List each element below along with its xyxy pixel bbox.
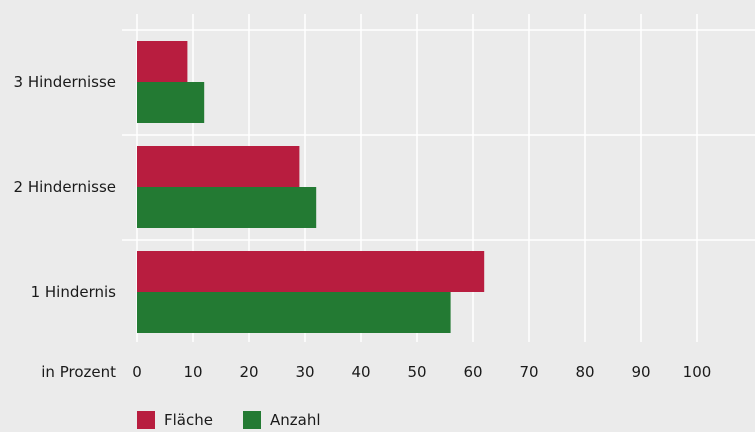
x-tick-label: 60	[463, 363, 482, 381]
x-tick-label: 30	[295, 363, 314, 381]
x-tick-label: 100	[683, 363, 712, 381]
legend-item-flaeche: Fläche	[137, 410, 213, 430]
grid-lines	[122, 14, 755, 342]
x-tick-labels: 0 10 20 30 40 50 60 70 80 90 100	[132, 363, 711, 381]
bars	[137, 41, 485, 333]
x-tick-label: 80	[575, 363, 594, 381]
x-tick-label: 70	[519, 363, 538, 381]
x-tick-label: 50	[407, 363, 426, 381]
category-labels: 3 Hindernisse 2 Hindernisse 1 Hindernis	[14, 73, 117, 301]
x-tick-label: 10	[183, 363, 202, 381]
x-tick-label: 20	[239, 363, 258, 381]
category-label: 2 Hindernisse	[14, 178, 116, 196]
bar-flaeche	[137, 41, 188, 82]
legend-label-flaeche: Fläche	[164, 411, 213, 429]
x-tick-label: 0	[132, 363, 142, 381]
legend-swatch-anzahl	[242, 411, 261, 429]
bar-flaeche	[137, 146, 300, 187]
bar-anzahl	[137, 292, 451, 333]
category-label: 1 Hindernis	[31, 283, 117, 301]
legend-item-anzahl: Anzahl	[242, 410, 321, 430]
legend-label-anzahl: Anzahl	[269, 411, 321, 429]
bar-anzahl	[137, 82, 205, 123]
legend-swatch-flaeche	[137, 411, 155, 429]
bar-anzahl	[137, 187, 317, 228]
category-label: 3 Hindernisse	[14, 73, 116, 91]
bar-flaeche	[137, 251, 485, 292]
x-tick-label: 90	[631, 363, 650, 381]
legend: Fläche Anzahl	[137, 410, 351, 430]
x-axis-label: in Prozent	[41, 363, 116, 381]
x-tick-label: 40	[351, 363, 370, 381]
